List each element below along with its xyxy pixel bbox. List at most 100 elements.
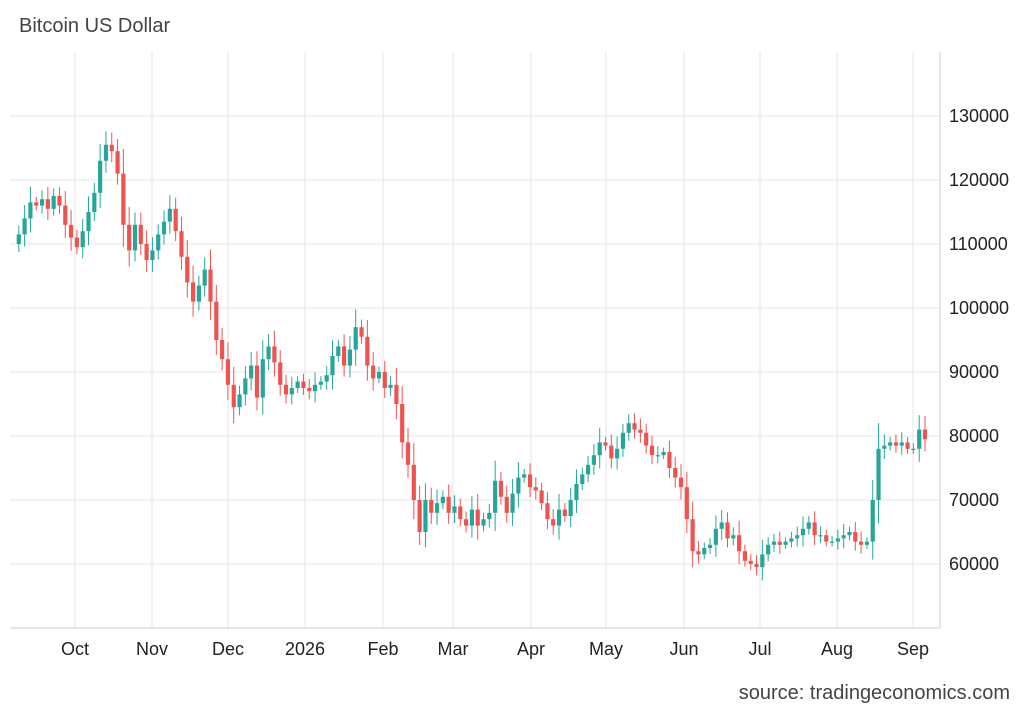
candle-body-up xyxy=(661,452,666,456)
x-tick-label: May xyxy=(589,639,623,659)
candle-body-up xyxy=(882,445,887,449)
x-tick-label: Jun xyxy=(669,639,698,659)
candle-body-down xyxy=(632,423,637,430)
candle-body-down xyxy=(342,346,347,366)
candle-body-up xyxy=(870,500,875,542)
candle-body-up xyxy=(86,212,91,232)
candle-body-down xyxy=(214,301,219,340)
candle-body-up xyxy=(51,196,56,209)
candle-body-up xyxy=(760,554,765,568)
candle-body-down xyxy=(57,196,62,206)
candle-body-up xyxy=(80,231,85,248)
candle-body-up xyxy=(237,394,242,408)
candle-body-up xyxy=(864,541,870,545)
candle-body-down xyxy=(405,442,411,465)
candle-body-up xyxy=(330,356,335,376)
candle-body-up xyxy=(423,500,428,532)
candle-body-down xyxy=(905,442,910,449)
candle-body-down xyxy=(562,509,567,516)
candle-body-up xyxy=(16,234,21,244)
candle-body-up xyxy=(452,506,457,513)
x-tick-label: Aug xyxy=(821,639,853,659)
candle-body-down xyxy=(417,500,422,532)
chart-title: Bitcoin US Dollar xyxy=(19,15,171,37)
candle-body-down xyxy=(754,564,759,568)
candle-body-up xyxy=(434,503,440,513)
candle-body-down xyxy=(400,404,405,443)
y-axis-tick-labels: 60000 70000 80000 90000 100000 110000 120000 13… xyxy=(949,106,1009,574)
candle-body-down xyxy=(220,340,225,360)
candle-body-down xyxy=(115,151,120,174)
candle-body-down xyxy=(527,474,533,488)
x-tick-label: Apr xyxy=(517,639,545,659)
candle-body-down xyxy=(138,224,143,244)
candle-body-up xyxy=(766,544,771,555)
candle-body-up xyxy=(22,218,27,235)
candle-body-down xyxy=(742,551,748,561)
candle-body-up xyxy=(806,522,811,529)
candle-body-down xyxy=(127,224,132,251)
candle-body-down xyxy=(458,506,463,520)
candle-body-down xyxy=(748,560,753,564)
candle-body-up xyxy=(98,160,103,193)
candle-body-down xyxy=(225,359,231,385)
source-note: source: tradingeconomics.com xyxy=(738,682,1010,704)
candle-body-down xyxy=(684,487,689,520)
candle-body-down xyxy=(696,551,701,555)
candle-body-up xyxy=(266,346,271,360)
candle-body-up xyxy=(795,535,800,539)
candle-body-up xyxy=(597,442,602,456)
y-tick-label: 90000 xyxy=(949,362,999,382)
candle-body-up xyxy=(469,509,474,526)
candle-body-up xyxy=(899,442,904,446)
candle-body-down xyxy=(121,173,126,225)
candle-body-up xyxy=(800,528,806,536)
candle-body-down xyxy=(278,362,283,385)
candle-body-up xyxy=(28,202,33,219)
candle-body-down xyxy=(777,541,782,545)
candle-body-up xyxy=(156,234,161,251)
candle-body-up xyxy=(702,548,707,555)
candle-body-up xyxy=(388,384,393,388)
candle-body-down xyxy=(394,384,399,404)
candle-body-down xyxy=(853,532,858,542)
candle-body-up xyxy=(841,535,846,539)
y-tick-label: 110000 xyxy=(949,234,1008,254)
candle-body-up xyxy=(324,375,329,382)
candle-body-up xyxy=(556,509,562,526)
candle-body-down xyxy=(190,282,196,302)
candle-body-down xyxy=(638,429,643,433)
candles xyxy=(16,131,928,581)
y-tick-label: 100000 xyxy=(949,298,1009,318)
candle-body-up xyxy=(487,512,492,520)
candle-body-up xyxy=(719,522,724,529)
candle-body-down xyxy=(545,503,550,520)
candle-body-down xyxy=(208,269,213,302)
candle-body-up xyxy=(103,144,109,161)
candle-body-up xyxy=(260,359,265,398)
candle-body-up xyxy=(243,378,248,395)
candle-body-up xyxy=(336,346,341,356)
candle-body-up xyxy=(783,541,788,545)
candle-body-down xyxy=(673,468,678,478)
candle-body-up xyxy=(888,442,893,446)
y-tick-label: 60000 xyxy=(949,554,999,574)
candle-body-down xyxy=(429,500,434,513)
candle-body-up xyxy=(150,250,155,260)
candle-body-up xyxy=(516,477,521,494)
x-tick-label: Sep xyxy=(897,639,929,659)
candle-body-up xyxy=(574,484,579,500)
candle-body-up xyxy=(585,464,591,475)
candle-body-down xyxy=(649,445,655,456)
candle-body-down xyxy=(371,365,376,379)
candle-body-down xyxy=(173,208,178,232)
candle-body-down xyxy=(498,480,504,497)
candle-body-up xyxy=(347,349,353,366)
candle-body-down xyxy=(539,490,544,504)
candle-body-up xyxy=(568,500,573,516)
candle-body-up xyxy=(615,448,620,459)
candle-body-down xyxy=(301,381,306,388)
candle-body-up xyxy=(440,496,445,504)
candle-body-up xyxy=(196,285,201,302)
